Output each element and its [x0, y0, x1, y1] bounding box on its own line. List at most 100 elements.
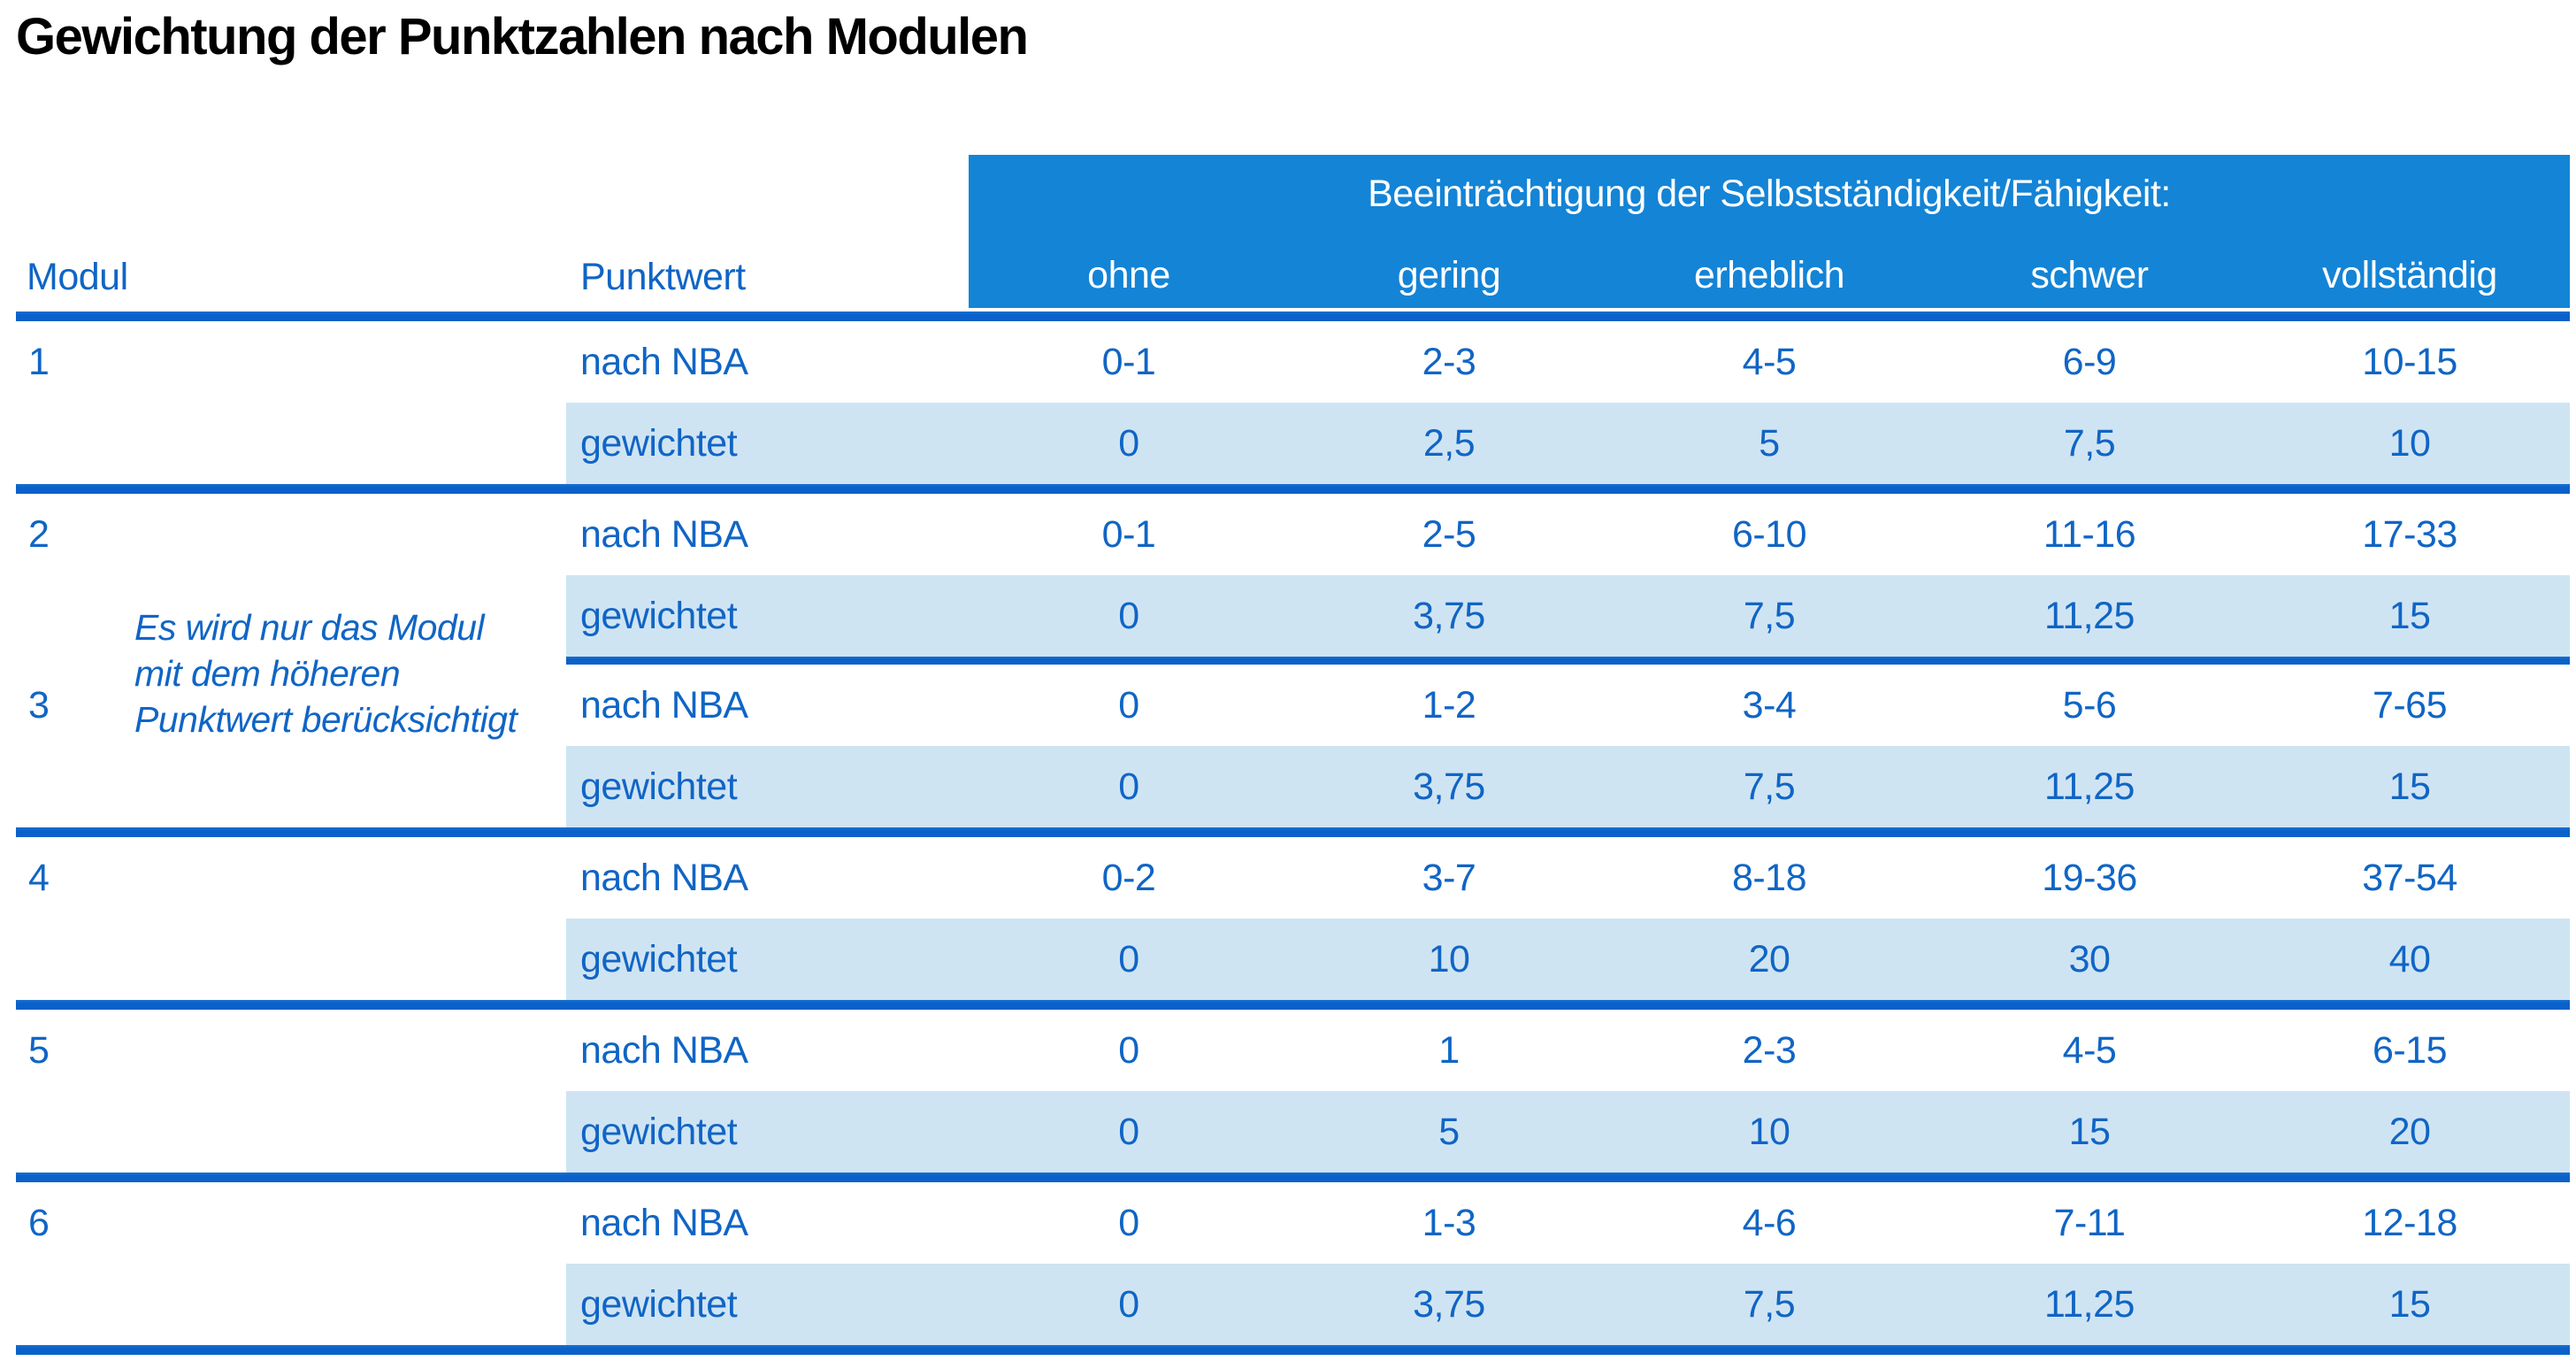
value-cell: 11-16 [2043, 512, 2136, 556]
value-cell: 7,5 [1743, 594, 1796, 637]
column-header-modul: Modul [27, 256, 128, 298]
value-cell: 15 [2068, 1110, 2111, 1153]
separator-line [16, 1173, 2570, 1182]
value-cell: 7-11 [2053, 1201, 2126, 1244]
value-cell: 3,75 [1413, 1282, 1485, 1326]
value-cell: 1-2 [1422, 683, 1476, 727]
row-label: gewichtet [580, 765, 738, 808]
module-group-4: 4 nach NBA 0-2 3-7 8-18 19-36 37-54 gewi… [16, 837, 2570, 1000]
table-row: gewichtet 0 3,75 7,5 11,25 15 [16, 575, 2570, 657]
table-row: 5 nach NBA 0 1 2-3 4-5 6-15 [16, 1010, 2570, 1091]
value-cell: 8-18 [1731, 856, 1807, 899]
value-cell: 2,5 [1422, 421, 1476, 465]
value-cell: 6-15 [2372, 1028, 2448, 1072]
separator-line [16, 311, 2570, 321]
row-label: nach NBA [580, 512, 748, 556]
severity-level-headers: ohne gering erheblich schwer vollständig [969, 254, 2570, 297]
value-cell: 10 [2388, 421, 2431, 465]
value-cell: 7,5 [1743, 765, 1796, 808]
value-cell: 10 [1748, 1110, 1790, 1153]
separator-line [16, 1000, 2570, 1010]
column-header-ohne: ohne [1087, 254, 1170, 296]
value-cell: 0 [1118, 1028, 1139, 1072]
value-cell: 10-15 [2362, 340, 2457, 383]
separator-line-partial [566, 657, 2570, 665]
module-number: 2 [28, 512, 50, 556]
column-header-schwer: schwer [2030, 254, 2149, 296]
impairment-header-title: Beeinträchtigung der Selbstständigkeit/F… [1368, 173, 2171, 215]
value-cell: 5-6 [2062, 683, 2117, 727]
note-line-3: Punktwert berücksichtigt [134, 699, 518, 740]
value-cell: 7,5 [2063, 421, 2116, 465]
module-number: 1 [28, 340, 50, 383]
value-cell: 3,75 [1413, 594, 1485, 637]
row-label: gewichtet [580, 1282, 738, 1326]
value-cell: 3-4 [1742, 683, 1797, 727]
value-cell: 4-5 [2062, 1028, 2117, 1072]
value-cell: 15 [2388, 594, 2431, 637]
value-cell: 0 [1118, 421, 1139, 465]
table-row: 6 nach NBA 0 1-3 4-6 7-11 12-18 [16, 1182, 2570, 1264]
table-row: 3 nach NBA 0 1-2 3-4 5-6 7-65 [16, 665, 2570, 746]
module-number: 5 [28, 1028, 50, 1072]
value-cell: 15 [2388, 765, 2431, 808]
value-cell: 0 [1118, 1110, 1139, 1153]
value-cell: 7-65 [2372, 683, 2448, 727]
table-row: 1 nach NBA 0-1 2-3 4-5 6-9 10-15 [16, 321, 2570, 403]
row-label: nach NBA [580, 1028, 748, 1072]
value-cell: 37-54 [2362, 856, 2457, 899]
module-2-3-note: Es wird nur das Modul mit dem höheren Pu… [134, 604, 648, 742]
row-label: nach NBA [580, 1201, 748, 1244]
module-group-5: 5 nach NBA 0 1 2-3 4-5 6-15 gewichtet 0 … [16, 1010, 2570, 1173]
module-number: 4 [28, 856, 50, 899]
value-cell: 0 [1118, 1282, 1139, 1326]
separator-line [16, 484, 2570, 494]
value-cell: 15 [2388, 1282, 2431, 1326]
value-cell: 5 [1759, 421, 1780, 465]
value-cell: 4-5 [1742, 340, 1797, 383]
table-row: gewichtet 0 10 20 30 40 [16, 919, 2570, 1000]
note-line-2: mit dem höheren [134, 653, 401, 694]
value-cell: 4-6 [1742, 1201, 1797, 1244]
value-cell: 7,5 [1743, 1282, 1796, 1326]
value-cell: 2-5 [1422, 512, 1476, 556]
module-group-3: 3 nach NBA 0 1-2 3-4 5-6 7-65 gewichtet … [16, 665, 2570, 827]
value-cell: 0-1 [1101, 512, 1156, 556]
table-row: gewichtet 0 2,5 5 7,5 10 [16, 403, 2570, 484]
value-cell: 6-9 [2062, 340, 2117, 383]
column-header-vollstaendig: vollständig [2322, 254, 2497, 296]
value-cell: 20 [1748, 937, 1790, 980]
value-cell: 1 [1438, 1028, 1460, 1072]
module-number: 3 [28, 683, 50, 727]
weighting-table: Modul Punktwert Beeinträchtigung der Sel… [16, 155, 2570, 1355]
module-number: 6 [28, 1201, 50, 1244]
value-cell: 20 [2388, 1110, 2431, 1153]
module-group-6: 6 nach NBA 0 1-3 4-6 7-11 12-18 gewichte… [16, 1182, 2570, 1345]
separator-line [16, 827, 2570, 837]
note-line-1: Es wird nur das Modul [134, 607, 485, 648]
value-cell: 0 [1118, 765, 1139, 808]
value-cell: 30 [2068, 937, 2111, 980]
row-label: gewichtet [580, 594, 738, 637]
value-cell: 2-3 [1742, 1028, 1797, 1072]
value-cell: 0 [1118, 594, 1139, 637]
row-label: gewichtet [580, 421, 738, 465]
value-cell: 12-18 [2362, 1201, 2457, 1244]
value-cell: 11,25 [2044, 765, 2135, 808]
row-label: gewichtet [580, 937, 738, 980]
value-cell: 11,25 [2044, 594, 2135, 637]
table-row: 2 nach NBA 0-1 2-5 6-10 11-16 17-33 [16, 494, 2570, 575]
row-label: nach NBA [580, 683, 748, 727]
table-row: 4 nach NBA 0-2 3-7 8-18 19-36 37-54 [16, 837, 2570, 919]
value-cell: 5 [1438, 1110, 1460, 1153]
value-cell: 19-36 [2042, 856, 2137, 899]
table-row: gewichtet 0 3,75 7,5 11,25 15 [16, 746, 2570, 827]
row-label: gewichtet [580, 1110, 738, 1153]
module-group-1: 1 nach NBA 0-1 2-3 4-5 6-9 10-15 gewicht… [16, 321, 2570, 484]
value-cell: 2-3 [1422, 340, 1476, 383]
value-cell: 0 [1118, 937, 1139, 980]
value-cell: 1-3 [1422, 1201, 1476, 1244]
value-cell: 0 [1118, 1201, 1139, 1244]
value-cell: 11,25 [2044, 1282, 2135, 1326]
